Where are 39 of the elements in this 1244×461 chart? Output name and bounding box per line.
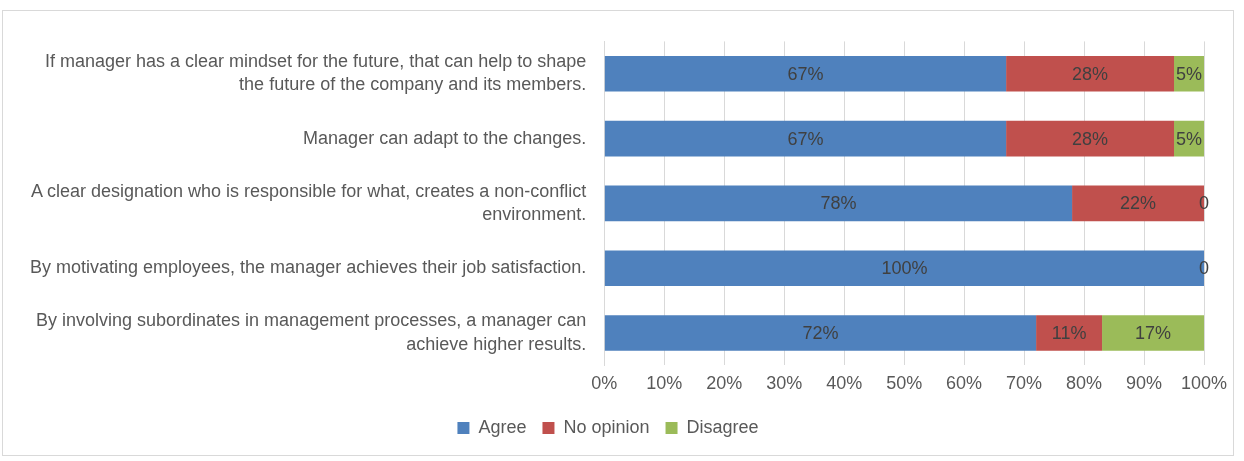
data-label: 22% <box>1120 193 1157 214</box>
x-tick-label: 20% <box>706 373 743 394</box>
data-label: 11% <box>1051 322 1087 343</box>
x-tick-label: 60% <box>946 373 983 394</box>
legend-label: Disagree <box>686 416 759 437</box>
x-tick-label: 90% <box>1126 373 1163 394</box>
bar <box>604 315 1037 351</box>
bar <box>604 120 1007 157</box>
bar <box>604 55 1007 92</box>
data-label: 72% <box>802 322 839 343</box>
x-tick-label: 10% <box>646 373 683 394</box>
y-tick-label: A clear designation who is responsible for what, creates a non-conflict environment. <box>30 180 587 225</box>
data-label: 67% <box>787 63 824 84</box>
data-label: 5% <box>1176 63 1203 84</box>
data-label: 17% <box>1135 322 1172 343</box>
bar <box>604 185 1073 222</box>
data-label: 28% <box>1072 63 1109 84</box>
bar <box>1006 55 1175 92</box>
legend-label: Agree <box>478 416 527 437</box>
x-tick-label: 30% <box>766 373 803 394</box>
bar <box>1036 315 1103 351</box>
bar <box>1006 120 1175 157</box>
y-tick-label: Manager can adapt to the changes. <box>303 127 587 148</box>
data-label: 28% <box>1072 128 1109 149</box>
y-tick-label: By involving subordinates in management processes, a manager can achieve higher results. <box>35 310 587 354</box>
legend-label: No opinion <box>563 416 650 437</box>
data-label: 78% <box>820 193 857 214</box>
x-tick-label: 0% <box>591 373 618 394</box>
x-tick-label: 80% <box>1066 373 1103 394</box>
data-label: 67% <box>787 128 824 149</box>
bar <box>1102 315 1204 351</box>
y-tick-label: If manager has a clear mindset for the future, that can help to shape the future of the company and its members. <box>44 51 587 95</box>
x-tick-label: 40% <box>826 373 863 394</box>
x-tick-label: 50% <box>886 373 923 394</box>
y-tick-label: By motivating employees, the manager achieves their job satisfaction. <box>30 257 587 278</box>
data-label: 5% <box>1176 128 1203 149</box>
x-tick-label: 70% <box>1006 373 1043 394</box>
data-label: 100% <box>881 258 928 279</box>
x-tick-label: 100% <box>1180 373 1228 394</box>
